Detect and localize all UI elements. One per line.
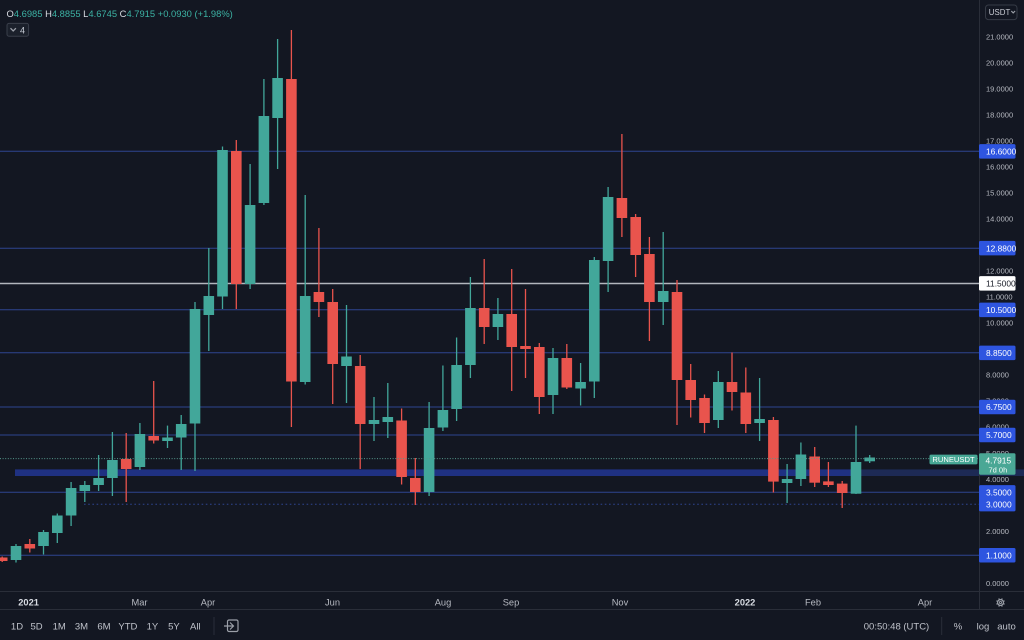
svg-text:O4.6985 H4.8855 L4.6745 C4.791: O4.6985 H4.8855 L4.6745 C4.7915 +0.0930 …: [7, 8, 233, 19]
svg-text:YTD: YTD: [118, 622, 137, 633]
svg-text:5Y: 5Y: [168, 622, 180, 633]
svg-text:21.0000: 21.0000: [986, 33, 1013, 42]
svg-text:Nov: Nov: [612, 597, 629, 607]
svg-text:10.0000: 10.0000: [986, 319, 1013, 328]
svg-text:1.1000: 1.1000: [986, 550, 1012, 560]
svg-text:auto: auto: [997, 622, 1016, 633]
svg-text:Feb: Feb: [805, 597, 821, 607]
svg-text:11.0000: 11.0000: [986, 293, 1013, 302]
svg-text:Aug: Aug: [435, 597, 452, 607]
svg-text:3.0000: 3.0000: [986, 499, 1012, 509]
svg-text:1Y: 1Y: [147, 622, 159, 633]
svg-text:6.7500: 6.7500: [986, 402, 1012, 412]
svg-text:8.0000: 8.0000: [986, 371, 1009, 380]
svg-text:Apr: Apr: [918, 597, 932, 607]
svg-text:2.0000: 2.0000: [986, 527, 1009, 536]
svg-text:2022: 2022: [735, 597, 756, 607]
svg-text:0.0000: 0.0000: [986, 579, 1009, 588]
svg-text:Jun: Jun: [325, 597, 340, 607]
svg-text:10.5000: 10.5000: [986, 305, 1017, 315]
svg-text:3M: 3M: [75, 622, 88, 633]
svg-text:12.0000: 12.0000: [986, 267, 1013, 276]
svg-text:17.0000: 17.0000: [986, 137, 1013, 146]
svg-text:12.8800: 12.8800: [986, 243, 1017, 253]
svg-text:Sep: Sep: [503, 597, 520, 607]
svg-text:20.0000: 20.0000: [986, 59, 1013, 68]
svg-text:18.0000: 18.0000: [986, 111, 1013, 120]
svg-text:00:50:48 (UTC): 00:50:48 (UTC): [864, 622, 929, 633]
svg-text:6M: 6M: [97, 622, 110, 633]
svg-text:5.7000: 5.7000: [986, 430, 1012, 440]
svg-text:4.7915: 4.7915: [986, 455, 1012, 465]
svg-text:All: All: [190, 622, 201, 633]
svg-text:1M: 1M: [53, 622, 66, 633]
svg-text:16.6000: 16.6000: [986, 146, 1017, 156]
svg-text:USDT: USDT: [989, 8, 1011, 17]
svg-text:%: %: [954, 622, 963, 633]
svg-text:1D: 1D: [11, 622, 23, 633]
svg-text:6.0000: 6.0000: [986, 423, 1009, 432]
svg-text:5D: 5D: [31, 622, 43, 633]
svg-text:Mar: Mar: [131, 597, 147, 607]
svg-text:4: 4: [20, 26, 25, 36]
svg-text:Apr: Apr: [201, 597, 215, 607]
svg-text:16.0000: 16.0000: [986, 163, 1013, 172]
svg-text:2021: 2021: [18, 597, 39, 607]
svg-text:19.0000: 19.0000: [986, 85, 1013, 94]
svg-text:RUNEUSDT: RUNEUSDT: [932, 455, 975, 464]
svg-text:3.5000: 3.5000: [986, 487, 1012, 497]
svg-text:4.0000: 4.0000: [986, 475, 1009, 484]
svg-text:14.0000: 14.0000: [986, 215, 1013, 224]
svg-text:11.5000: 11.5000: [986, 279, 1016, 289]
svg-text:log: log: [977, 622, 990, 633]
svg-text:8.8500: 8.8500: [986, 348, 1012, 358]
svg-text:7d 0h: 7d 0h: [989, 466, 1008, 475]
svg-text:15.0000: 15.0000: [986, 189, 1013, 198]
